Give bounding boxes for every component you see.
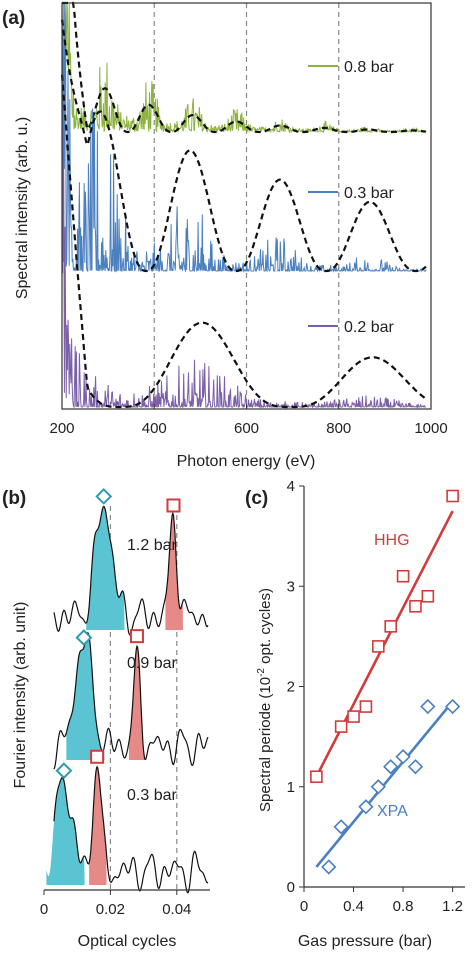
panel-b-trace-label-0: 1.2 bar: [127, 537, 177, 554]
panel-c-point-hhg-1: [334, 720, 348, 733]
panel-c-x-tick-label-0: 0: [300, 898, 308, 915]
panel-c-x-tick-label-3: 1.2: [442, 898, 463, 915]
panel-b-trace-label-2: 0.3 bar: [127, 787, 177, 804]
panel-c-series-xpa: XPA: [315, 698, 461, 875]
panel-c-y-tick-label-2: 2: [287, 679, 295, 696]
panel-a-x-tick-label-2: 600: [234, 420, 259, 437]
panel-c-point-xpa-4: [383, 759, 399, 775]
panel-c-point-hhg-7: [409, 599, 422, 613]
panel-a-envelope-fit-2: [60, 74, 427, 409]
panel-c-fit-line-xpa: [315, 700, 454, 868]
panel-a: (a) 200 400 600 800 1000 0.8 bar 0.3 bar 0.2 b…: [2, 1, 448, 470]
panel-c-point-xpa-3: [370, 779, 386, 795]
panel-a-x-tick-label-0: 200: [49, 420, 74, 437]
panel-c-point-hhg-5: [384, 620, 397, 633]
panel-a-spectrum-0: [62, 3, 427, 134]
panel-a-x-axis-label: Photon energy (eV): [177, 453, 316, 470]
panel-b-label: (b): [2, 488, 26, 509]
panel-b-x-tick-label-1: 0.02: [96, 901, 125, 918]
panel-b-y-axis-label: Fourier intensity (arb. unit): [12, 602, 29, 789]
panel-b-hhg-marker-0: [166, 498, 181, 513]
panel-c-y-tick-label-3: 3: [287, 578, 295, 595]
panel-b-x-axis-label: Optical cycles: [78, 933, 177, 950]
panel-b-xpa-peak-fill-0: [86, 506, 125, 630]
panel-b-trace-label-1: 0.9 bar: [127, 655, 177, 672]
panel-b-fourier-curve-2: [53, 765, 209, 894]
panel-c-y-tick-label-0: 0: [287, 879, 295, 896]
panel-c-x-tick-label-2: 0.8: [393, 898, 414, 915]
panel-b: (b) 1.2 bar 0.9 bar 0.3 bar 0 0.02 0.04 Opti…: [2, 487, 210, 950]
panel-b-hhg-peak-fill-2: [89, 766, 107, 885]
panel-c-point-hhg-2: [347, 710, 360, 723]
panel-c-y-axis-label: Spectral periode (10-2 opt. cycles): [256, 588, 274, 812]
panel-a-label: (a): [2, 8, 25, 29]
panel-b-x-tick-label-0: 0: [40, 901, 48, 918]
panel-a-x-tick-label-4: 1000: [414, 420, 447, 437]
panel-a-legend-label-0: 0.8 bar: [344, 59, 394, 76]
panel-b-hhg-marker-2: [90, 749, 105, 764]
panel-c-label: (c): [245, 488, 268, 509]
panel-c-point-xpa-2: [358, 799, 374, 815]
panel-c-point-hhg-0: [310, 770, 323, 784]
panel-c-y-label-prefix: Spectral periode (10: [257, 677, 274, 812]
panel-c-point-hhg-6: [396, 569, 410, 583]
panel-b-fourier-curve-1: [53, 631, 209, 770]
panel-a-x-tick-label-1: 400: [142, 420, 167, 437]
panel-b-trace-1: 0.9 bar: [53, 629, 209, 770]
panel-c-point-xpa-1: [333, 819, 349, 835]
panel-c-x-axis-label: Gas pressure (bar): [298, 933, 432, 950]
panel-a-y-axis-label: Spectral intensity (arb. u.): [14, 117, 31, 299]
panel-c-y-tick-label-1: 1: [287, 779, 295, 796]
panel-a-envelope-fit-0: [62, 1, 426, 134]
panel-c-point-xpa-7: [420, 698, 436, 715]
panel-b-xpa-marker-1: [75, 629, 93, 646]
panel-c-point-hhg-3: [359, 700, 373, 713]
panel-a-spectrum-1: [61, 3, 427, 273]
panel-b-xpa-marker-2: [55, 762, 73, 780]
panel-c-y-label-sup: -2: [256, 668, 267, 677]
panel-b-xpa-marker-0: [95, 487, 113, 505]
panel-c-point-hhg-9: [446, 489, 459, 503]
panel-a-series-0: [62, 1, 427, 134]
panel-c-series-label-xpa: XPA: [377, 803, 408, 820]
panel-b-hhg-marker-1: [129, 629, 144, 644]
panel-a-legend-label-2: 0.2 bar: [344, 319, 394, 336]
panel-b-fourier-curve-0: [53, 505, 209, 636]
panel-c-point-xpa-8: [444, 698, 461, 715]
panel-c: (c) 0 1 2 3 4 0 0.4 0.8 1.2 HHG XPA Gas pressure …: [245, 478, 465, 950]
panel-b-x-tick-label-2: 0.04: [162, 901, 191, 918]
panel-a-x-tick-label-3: 800: [326, 420, 351, 437]
panel-c-y-label-suffix: opt. cycles): [257, 588, 274, 668]
panel-a-series-2: [60, 74, 427, 409]
panel-a-envelope-fit-1: [60, 19, 427, 273]
panel-b-xpa-peak-fill-1: [66, 633, 105, 760]
panel-c-point-hhg-8: [421, 589, 435, 603]
panel-c-point-xpa-6: [407, 759, 424, 775]
panel-c-y-tick-label-4: 4: [287, 478, 295, 495]
panel-a-legend-label-1: 0.3 bar: [344, 185, 394, 202]
panel-b-trace-2: 0.3 bar: [46, 749, 209, 894]
panel-a-spectrum-2: [61, 127, 426, 409]
panel-b-trace-0: 1.2 bar: [53, 487, 209, 636]
panel-c-point-xpa-5: [395, 749, 411, 765]
panel-c-point-hhg-4: [372, 640, 385, 653]
panel-c-series-label-hhg: HHG: [374, 532, 410, 549]
panel-a-series-1: [60, 3, 427, 273]
panel-c-x-tick-label-1: 0.4: [343, 898, 364, 915]
panel-c-point-xpa-0: [321, 859, 337, 875]
panel-c-series-hhg: HHG: [310, 489, 459, 784]
